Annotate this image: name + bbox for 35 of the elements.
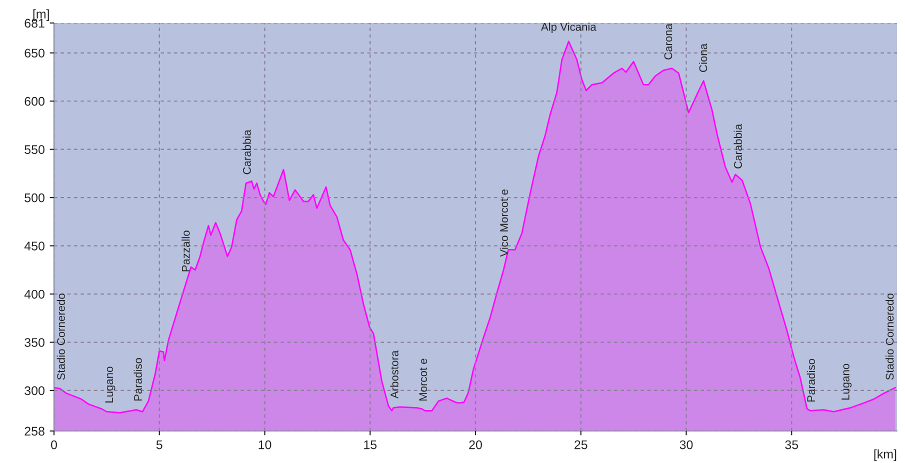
annotation: Stadio Corneredo xyxy=(56,294,65,380)
annotation: Stadio Corneredo xyxy=(886,294,894,380)
y-tick-label: 500 xyxy=(24,193,44,202)
annotation: Lugano xyxy=(842,364,852,400)
annotation: Carabbia xyxy=(242,130,251,174)
annotation: Alp Vicania xyxy=(540,22,596,33)
x-tick-label: 20 xyxy=(469,440,482,450)
x-tick-label: 0 xyxy=(51,440,57,450)
annotation: Ciona xyxy=(698,44,708,72)
y-tick-label: 600 xyxy=(24,96,44,106)
x-tick-label: 10 xyxy=(258,440,272,450)
y-tick-label: 350 xyxy=(24,338,44,347)
y-tick-label: 300 xyxy=(24,386,44,396)
annotation: Morcot e xyxy=(419,358,428,401)
x-tick-label: 35 xyxy=(785,440,798,450)
y-tick-label: 400 xyxy=(24,290,44,299)
annotation: Carona xyxy=(664,24,672,60)
annotation: Arbostora xyxy=(390,350,398,399)
x-axis-title: [km] xyxy=(874,449,896,462)
annotation: Vico Morcot e xyxy=(500,190,508,257)
annotation: Lugano xyxy=(105,366,116,402)
annotation: Pazzallo xyxy=(182,230,190,272)
y-tick-label: 681 xyxy=(24,18,44,28)
x-tick-label: 5 xyxy=(156,440,162,450)
y-tick-label: 650 xyxy=(24,48,44,58)
x-tick-label: 25 xyxy=(574,440,588,450)
y-axis-title: [m] xyxy=(33,9,49,21)
annotation: Paradiso xyxy=(806,359,816,402)
x-tick-label: 15 xyxy=(364,440,377,450)
y-tick-label: 258 xyxy=(24,426,44,436)
y-tick-label: 450 xyxy=(24,242,44,250)
x-tick-label: 30 xyxy=(680,440,693,450)
y-tick-label: 550 xyxy=(24,145,44,154)
annotation: Paradiso xyxy=(134,358,142,401)
annotation: Carabbia xyxy=(734,124,742,168)
